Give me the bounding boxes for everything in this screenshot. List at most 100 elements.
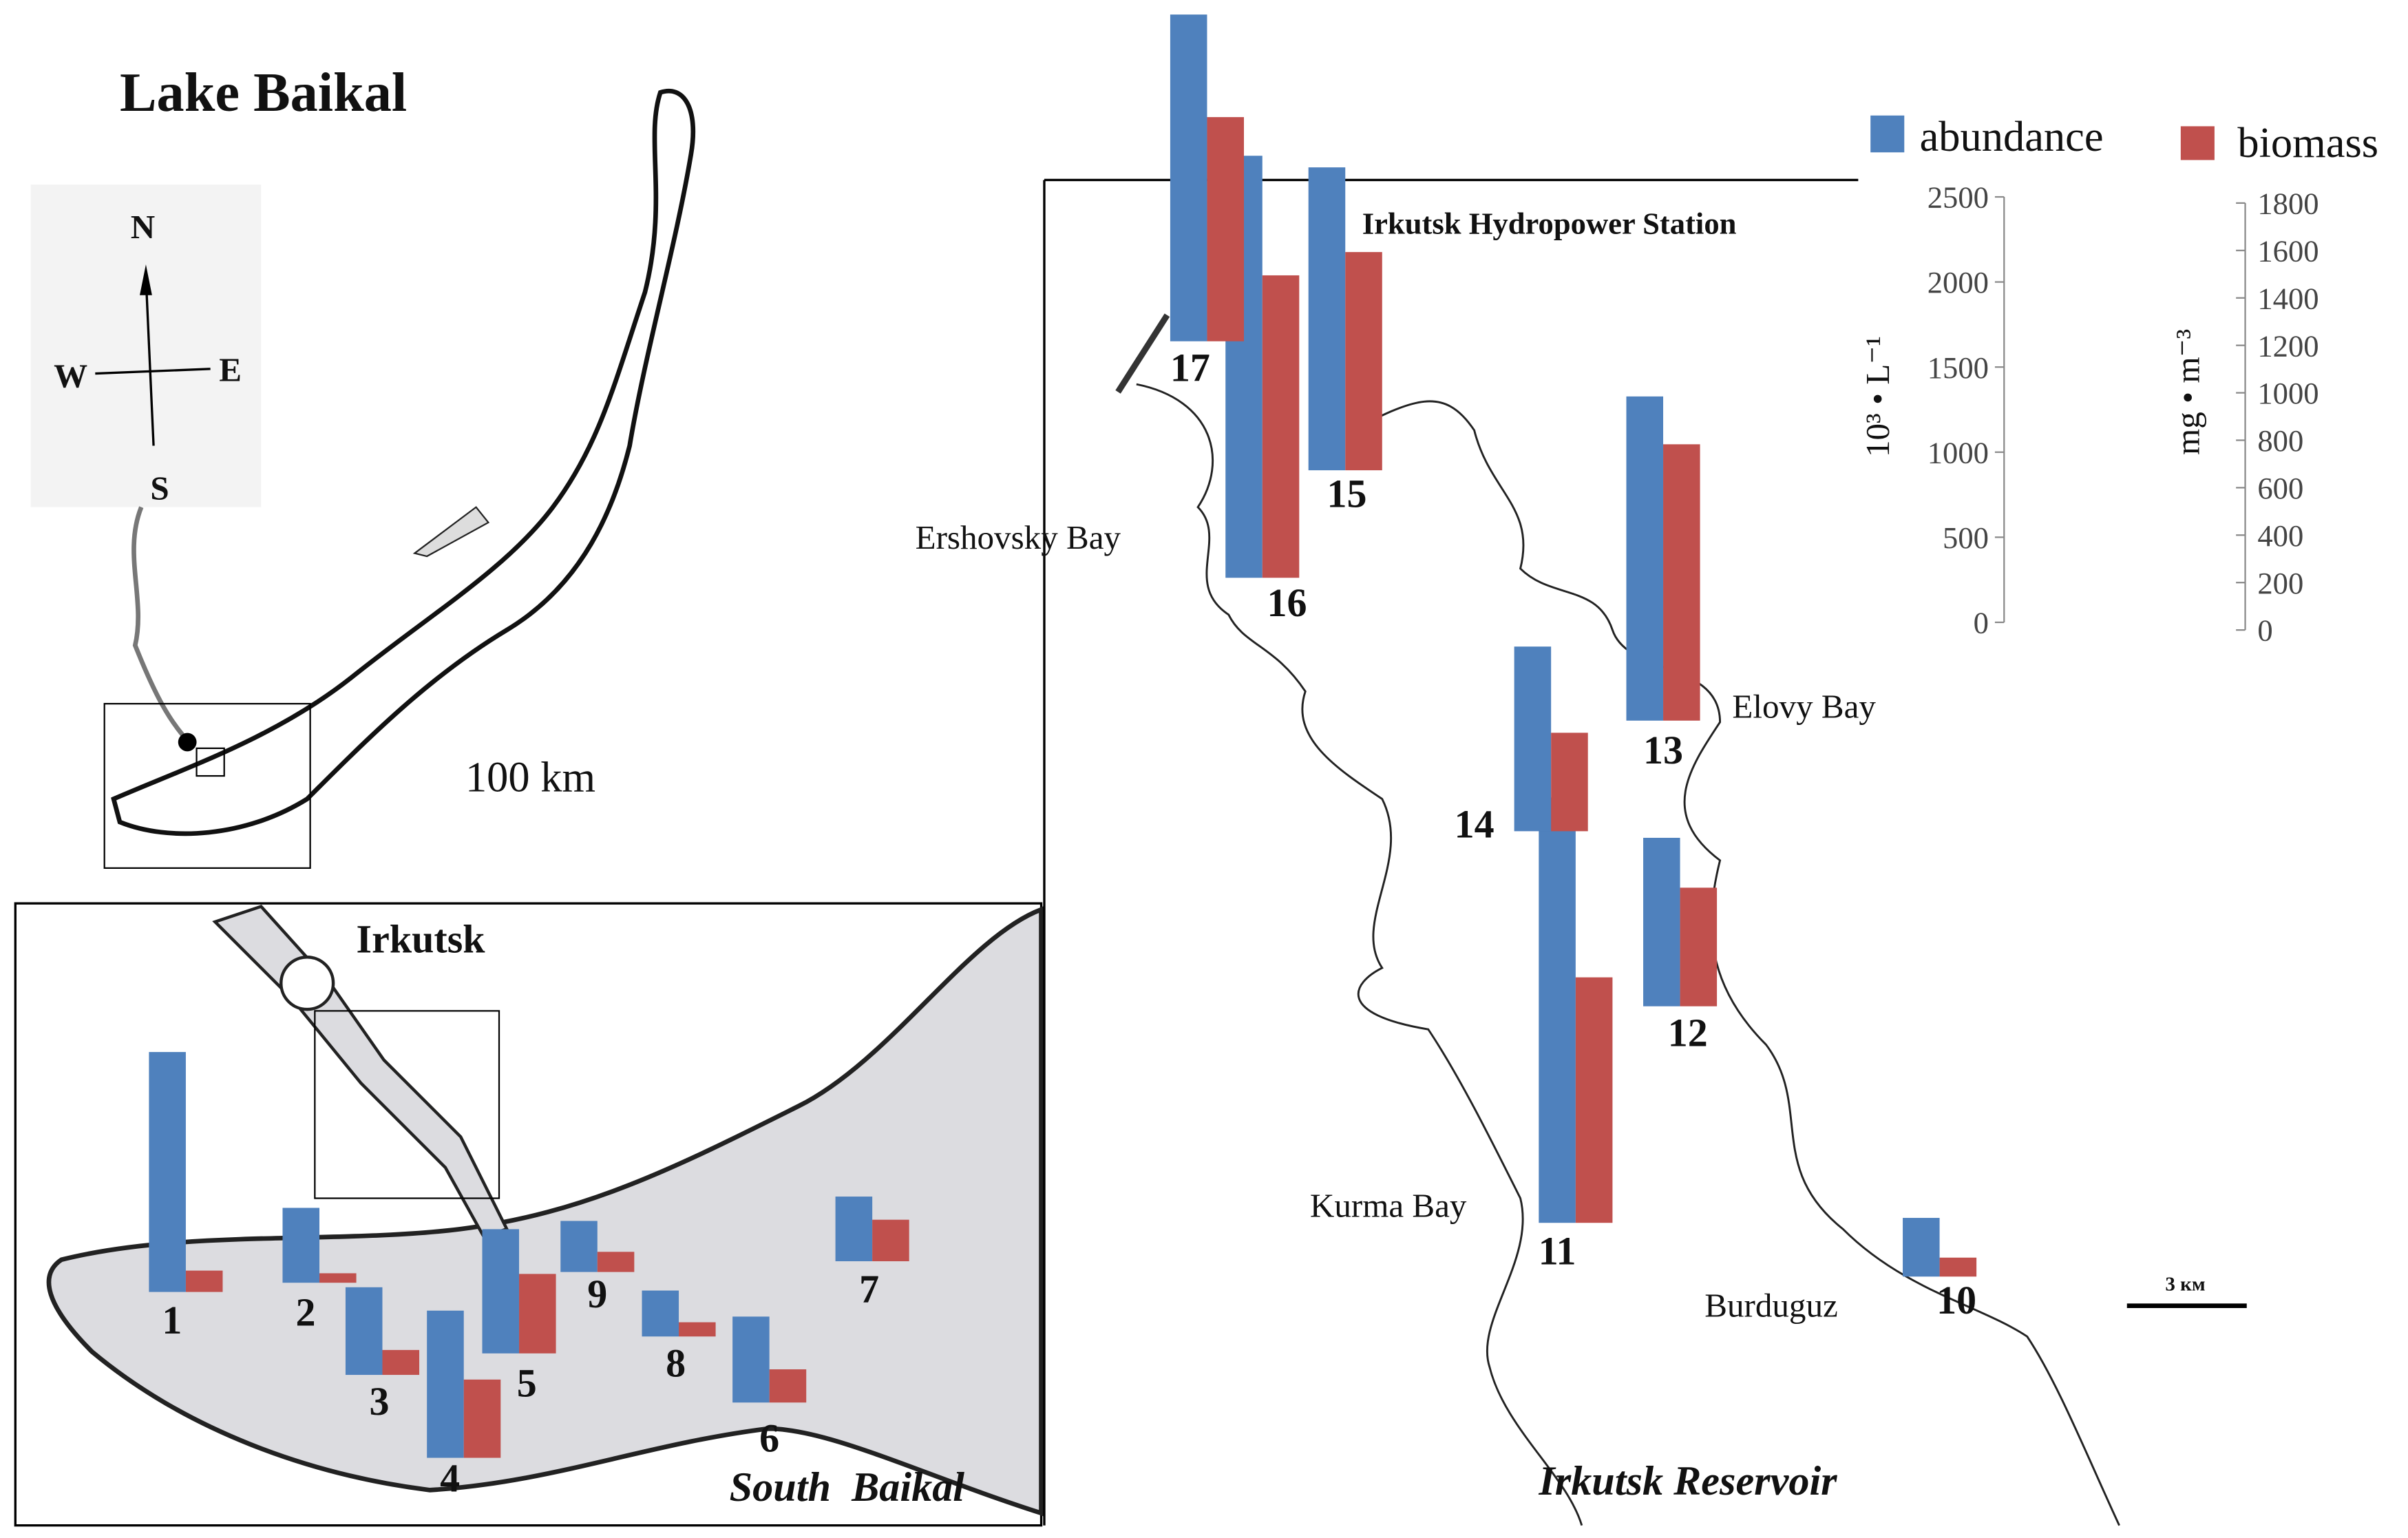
place-label: Burduguz [1704,1286,1838,1324]
angara-river [131,506,194,747]
lake-baikal [111,89,696,836]
y-tick-label: 1000 [1928,435,1989,470]
y-tick-label: 2000 [1928,265,1989,299]
dam [1115,313,1170,394]
scale-main: 100 km [465,752,595,801]
bar [1262,275,1300,578]
bar [1514,646,1552,832]
legend-label: abundance [1920,112,2104,160]
bar [482,1229,520,1353]
station-label: 1 [162,1298,182,1342]
compass-e: E [219,351,242,389]
station-label: 11 [1539,1228,1576,1273]
station-label: 17 [1170,346,1210,390]
y2-tick-label: 1400 [2257,281,2319,315]
bar [282,1208,320,1283]
place-label: Kurma Bay [1310,1186,1467,1224]
station-label: 8 [666,1340,686,1385]
compass-ns [145,276,155,446]
station-label: 16 [1267,580,1307,625]
bar [1575,977,1613,1223]
map-title: Lake Baikal [120,62,407,123]
bar [1539,797,1576,1223]
y2-axis-label: mg • m⁻³ [2169,329,2207,455]
y-tick-label: 2500 [1928,180,1989,215]
compass-n: N [131,208,155,246]
bar [1643,837,1680,1007]
bar [1680,887,1718,1007]
station-label: 3 [370,1379,390,1424]
bar [560,1221,598,1272]
station-label: 10 [1936,1278,1976,1323]
y2-tick-label: 600 [2257,471,2303,505]
bar [1207,117,1245,341]
station-label: 15 [1327,472,1366,516]
legend-swatch [2180,126,2215,160]
y2-tick-label: 800 [2257,423,2303,458]
bar [519,1274,556,1353]
bar [1939,1257,1977,1277]
olkhon-island [412,506,490,558]
bar [427,1310,464,1458]
y-tick-label: 500 [1943,520,1989,555]
compass-we [95,368,211,375]
station-label: 5 [517,1360,537,1405]
scale-reservoir: 3 км [2165,1273,2205,1295]
bar [382,1349,420,1376]
compass-bg [30,185,262,507]
place-label: South Baikal [730,1464,965,1510]
place-label: Ershovsky Bay [916,518,1121,556]
legend-label: biomass [2237,118,2378,167]
bar [185,1270,223,1292]
station-label: 6 [759,1416,779,1461]
station-label: 12 [1668,1011,1708,1055]
bar [835,1197,873,1261]
place-label: Irkutsk Hydropower Station [1362,207,1737,241]
y2-tick-label: 1000 [2257,376,2319,410]
bar [319,1273,357,1283]
shoreline [1136,383,1583,1526]
place-label: Irkutsk [357,917,486,962]
bar [1551,733,1588,832]
place-label: Irkutsk Reservoir [1538,1458,1837,1504]
irkutsk-circle [279,956,335,1011]
compass-arrow [140,264,152,295]
station-label: 7 [859,1267,879,1311]
y2-tick-label: 200 [2257,566,2303,600]
station-label: 14 [1455,801,1495,846]
bar [1170,14,1207,341]
bar [1345,252,1382,471]
station-label: 4 [440,1456,460,1501]
bar [597,1252,635,1272]
y-axis-label: 10³ • L⁻¹ [1859,336,1897,457]
reservoir-marker [314,1010,500,1199]
bar [149,1052,186,1292]
y2-tick-label: 0 [2257,613,2272,648]
bar [463,1379,501,1458]
irkutsk-dot [178,733,197,752]
bar [1663,444,1700,721]
compass-w: W [54,357,87,395]
bar [872,1219,909,1261]
y-tick-label: 0 [1974,606,1989,640]
shoreline [1351,400,2120,1526]
bar [732,1316,770,1403]
bar [642,1290,679,1337]
y2-tick-label: 1200 [2257,328,2319,363]
bar [1308,167,1346,471]
bar [1626,396,1664,721]
bar [345,1287,383,1376]
south-baikal [46,906,1044,1517]
y2-tick-label: 400 [2257,518,2303,553]
bar [769,1369,807,1403]
inset-marker [196,747,225,777]
bar [679,1322,716,1337]
y2-tick-label: 1600 [2257,233,2319,268]
compass-s: S [150,469,169,507]
legend-swatch [1870,115,1905,153]
y2-tick-label: 1800 [2257,187,2319,221]
place-label: Elovy Bay [1732,687,1876,725]
bar [1903,1218,1940,1277]
y-tick-label: 1500 [1928,350,1989,385]
